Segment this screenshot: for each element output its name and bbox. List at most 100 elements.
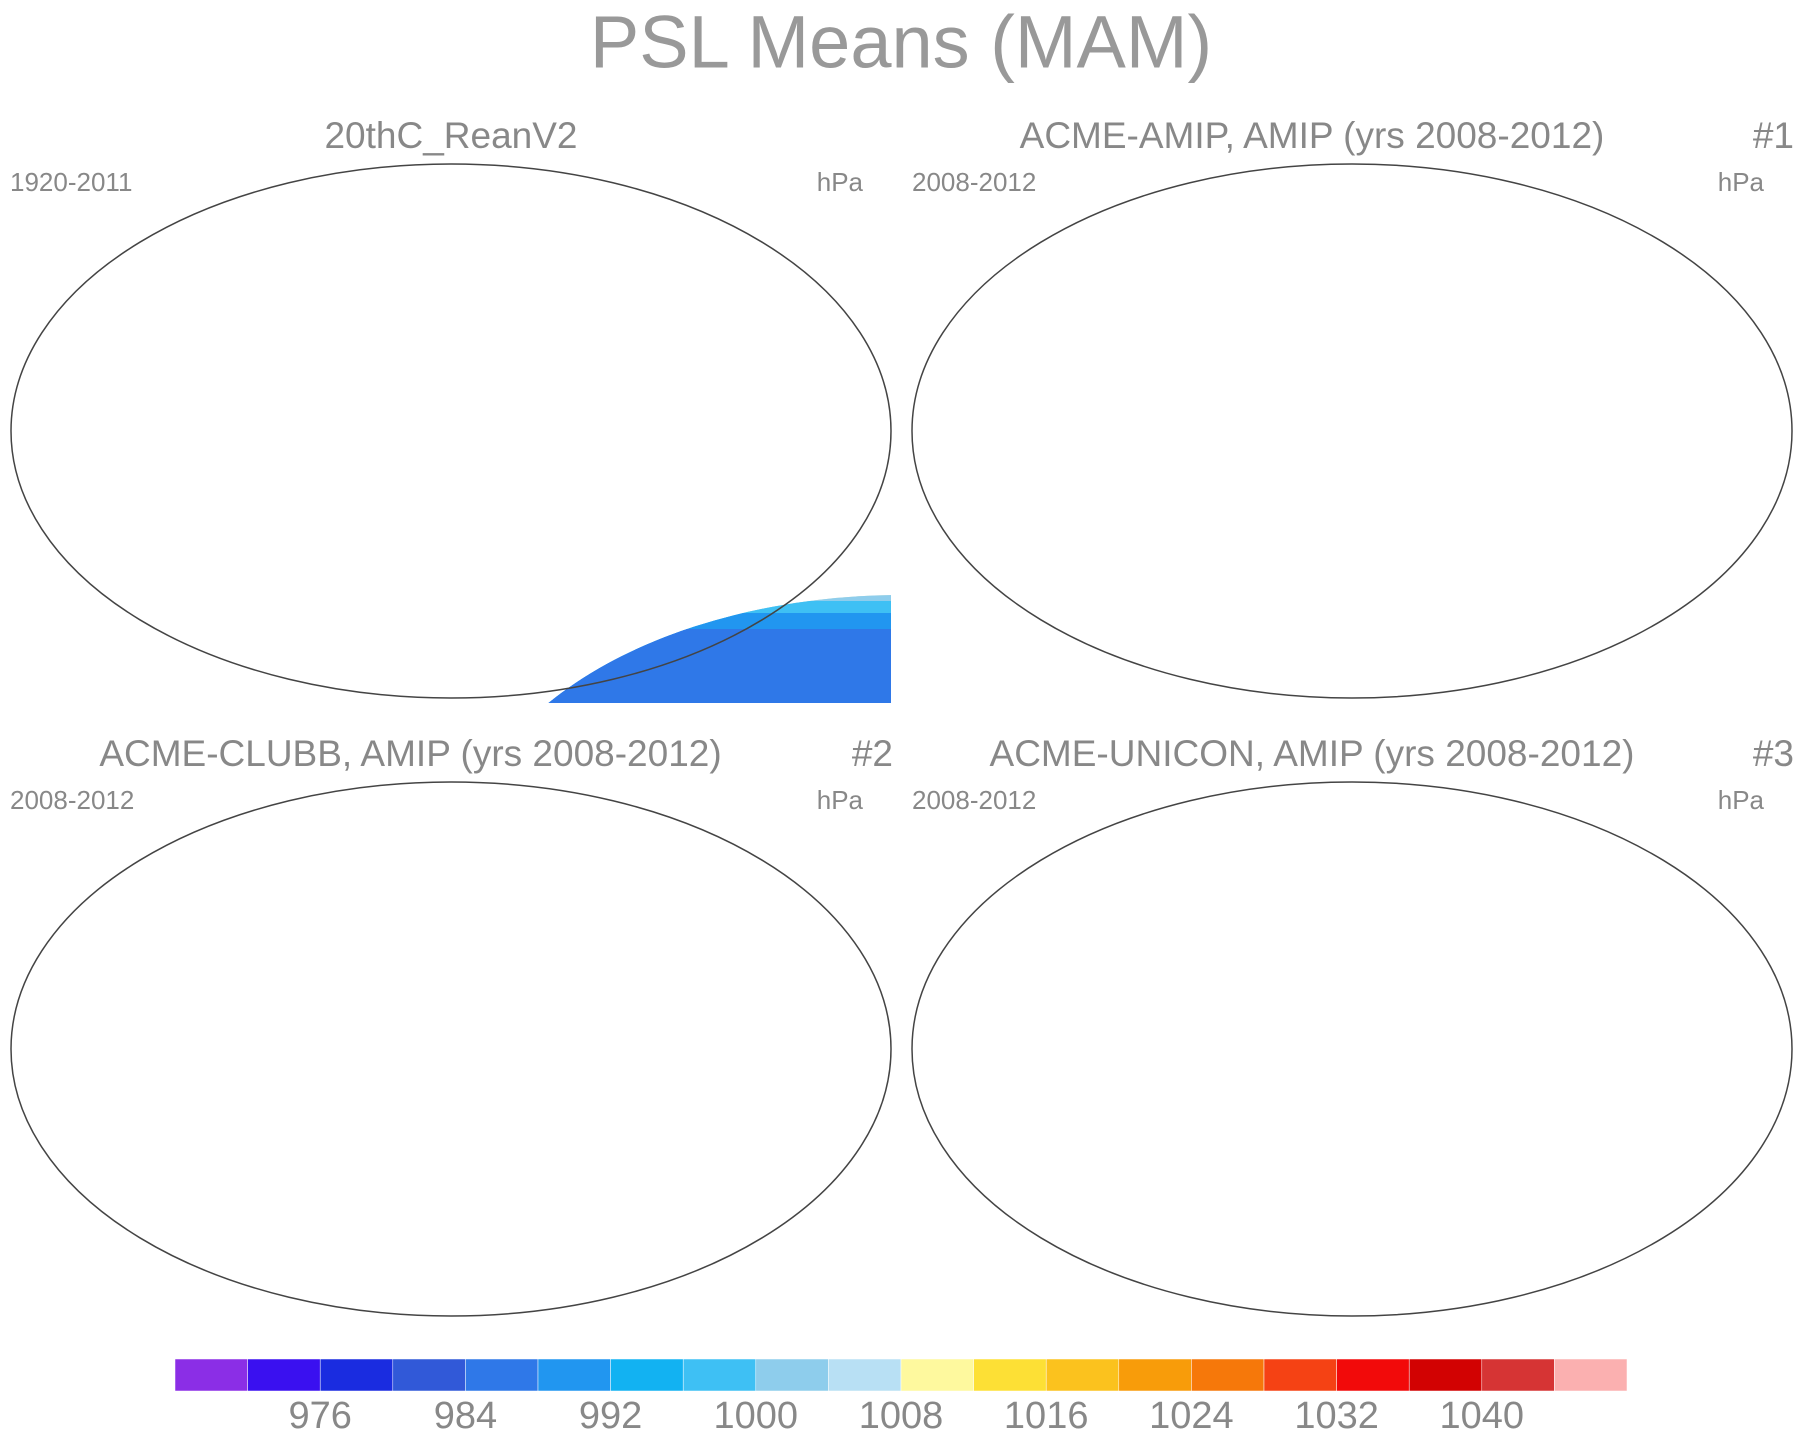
pressure-region [391,1269,471,1289]
pressure-region [1577,500,1697,534]
pressure-band [912,1231,1792,1321]
pressure-region [416,946,486,976]
pressure-band [912,613,1792,703]
pressure-region [1172,636,1452,686]
pressure-region [1262,315,1422,375]
pressure-region [621,481,851,553]
pressure-region [1327,481,1557,553]
colorbar-label: 976 [288,1395,351,1437]
pressure-band [11,1267,891,1321]
colorbar-box [247,1358,321,1392]
panel-units: hPa [817,785,864,815]
pressure-region [191,1297,271,1317]
colorbar-label: 1032 [1294,1395,1379,1437]
colorbar-box [828,1358,902,1392]
pressure-region [656,919,746,983]
map-background [912,164,1792,698]
pressure-region [1072,351,1142,411]
colorbar-label: 1016 [1004,1395,1089,1437]
panel-left-string: 2008-2012 [912,785,1036,815]
panel-number: #2 [852,733,893,774]
colorbar-box [319,1358,394,1392]
pressure-region [361,933,521,993]
pressure-region [959,820,1189,910]
colorbar-box [465,1358,539,1392]
colorbar-box [1554,1358,1628,1392]
pressure-band [11,1199,891,1321]
pressure-band [912,581,1792,703]
pressure-region [361,315,521,375]
colorbar-label: 1040 [1440,1395,1525,1437]
colorbar-box [610,1358,684,1392]
pressure-region [216,664,326,714]
panel-units: hPa [1718,167,1765,197]
panel-left-string: 1920-2011 [10,167,132,197]
figure-title: PSL Means (MAM) [590,1,1212,84]
pressure-region [872,461,1802,577]
pressure-region [291,908,561,1018]
colorbar-label: 1008 [859,1395,944,1437]
pressure-region [23,1099,253,1171]
pressure-region [0,461,931,577]
pressure-region [611,891,781,1011]
pressure-region [924,481,1154,553]
pressure-region [1512,891,1682,1011]
panel-number: #1 [1753,115,1794,156]
pressure-region [979,500,1099,534]
pressure-region [1262,933,1422,993]
pressure-region [426,1099,656,1171]
pressure-region [676,500,796,534]
pressure-band [912,1219,1792,1321]
pressure-region [1092,1297,1172,1317]
pressure-band [11,1219,891,1321]
pressure-band [912,1209,1792,1321]
colorbar-box [1408,1358,1483,1392]
pressure-region [1092,679,1172,699]
pressure-region [1317,946,1387,976]
pressure-region [1512,273,1682,393]
pressure-region [58,202,288,292]
map-outline [911,781,1793,1317]
pressure-band [912,601,1792,703]
pressure-region [151,1282,291,1326]
pressure-region [78,500,198,534]
pressure-region [1382,500,1502,534]
pressure-region [872,1079,1802,1195]
colorbar-box [392,1358,466,1392]
pressure-band [912,649,1792,703]
colorbar-label: 1000 [714,1395,799,1437]
pressure-region [1192,908,1462,1018]
colorbar-label: 992 [579,1395,642,1437]
map-outline [10,781,892,1317]
pressure-band [912,629,1792,703]
pressure-band [912,1267,1792,1321]
pressure-region [1557,301,1647,365]
pressure-region [959,202,1189,292]
pressure-region [1382,1118,1502,1152]
pressure-region [676,1118,796,1152]
map-background [912,782,1792,1316]
panel-number: #3 [1753,733,1794,774]
colorbar-box [537,1358,611,1392]
colorbar-box [1481,1358,1555,1392]
pressure-region [1522,1099,1752,1171]
pressure-region [1172,1254,1452,1304]
colorbar-label: 1024 [1149,1395,1234,1437]
pressure-region [1052,1282,1192,1326]
panel-title: ACME-CLUBB, AMIP (yrs 2008-2012) [99,733,721,774]
colorbar-box [682,1358,757,1392]
panel-title: 20thC_ReanV2 [324,115,577,156]
pressure-region [0,1079,931,1195]
pressure-band [912,1247,1792,1321]
panel-title: ACME-UNICON, AMIP (yrs 2008-2012) [990,733,1635,774]
pressure-region [171,351,241,411]
colorbar-box [900,1358,974,1392]
pressure-region [23,481,253,553]
colorbar-box [174,1358,248,1392]
pressure-region [161,651,321,721]
pressure-band [912,1199,1792,1321]
pressure-region [426,481,656,553]
pressure-region [979,1118,1099,1152]
pressure-region [1327,1099,1557,1171]
pressure-band [912,591,1792,703]
